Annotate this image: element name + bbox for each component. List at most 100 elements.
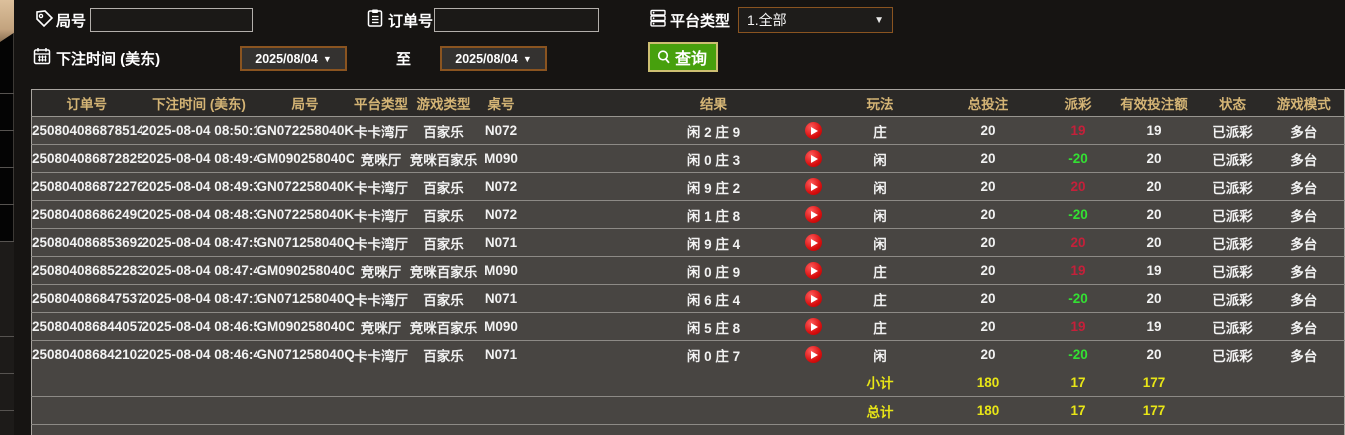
grand-total-label: 总计: [833, 396, 927, 425]
cell-game-type: 百家乐: [408, 340, 479, 369]
clipboard-icon: [365, 8, 385, 28]
cell-status: 已派彩: [1201, 144, 1264, 173]
cell-game-type: 竞咪百家乐: [408, 312, 479, 341]
cell-order-no: 250804086878514: [31, 116, 142, 145]
cell-bet-time: 2025-08-04 08:46:54: [141, 312, 257, 341]
empty-filler-row: [31, 424, 1345, 435]
to-label: 至: [396, 51, 412, 68]
cell-order-no: 250804086872825: [31, 144, 142, 173]
cell-replay: [793, 116, 834, 145]
play-video-icon[interactable]: [805, 290, 822, 307]
cell-spacer: [523, 172, 634, 201]
cell-game-no: GN071258040QD: [256, 228, 354, 257]
cell-bet-time: 2025-08-04 08:48:39: [141, 200, 257, 229]
platform-type-select[interactable]: 1.全部 ▼: [738, 7, 893, 33]
cell-order-no: 250804086842102: [31, 340, 142, 369]
cell-payout: -20: [1049, 144, 1107, 173]
search-icon: [656, 49, 672, 65]
panel-divider: [0, 410, 14, 411]
cell-platform: 卡卡湾厅: [353, 200, 409, 229]
cell-result: 闲 9 庄 2: [633, 172, 794, 201]
cell-status: 已派彩: [1201, 340, 1264, 369]
cell-payout: -20: [1049, 340, 1107, 369]
cell-play-type: 庄: [833, 312, 927, 341]
grand-total-payout: 17: [1049, 396, 1107, 425]
cell-game-type: 百家乐: [408, 116, 479, 145]
bet-records-table: 订单号 下注时间 (美东) 局号 平台类型 游戏类型 桌号 结果 玩法 总投注 …: [31, 89, 1345, 435]
cell-game-no: GN072258040K5: [256, 116, 354, 145]
cell-platform: 竞咪厅: [353, 256, 409, 285]
play-video-icon[interactable]: [805, 262, 822, 279]
cell-replay: [793, 340, 834, 369]
order-no-label: 订单号: [388, 13, 434, 30]
game-no-input[interactable]: [90, 8, 253, 32]
cell-game-no: GN072258040K4: [256, 172, 354, 201]
cell-platform: 竞咪厅: [353, 144, 409, 173]
cell-status: 已派彩: [1201, 284, 1264, 313]
col-platform: 平台类型: [353, 89, 409, 117]
cell-valid-bet: 19: [1106, 116, 1202, 145]
play-video-icon[interactable]: [805, 318, 822, 335]
cell-play-type: 闲: [833, 172, 927, 201]
cell-game-type: 百家乐: [408, 284, 479, 313]
grand-total-valid-bet: 177: [1106, 396, 1202, 425]
play-video-icon[interactable]: [805, 346, 822, 364]
cell-table-no: N071: [478, 284, 524, 313]
cell-order-no: 250804086853692: [31, 228, 142, 257]
cell-payout: 19: [1049, 312, 1107, 341]
cell-game-mode: 多台: [1263, 312, 1345, 341]
query-button[interactable]: 查询: [648, 42, 719, 72]
cell-table-no: N072: [478, 200, 524, 229]
col-payout: 派彩: [1049, 89, 1107, 117]
col-table-no: 桌号: [478, 89, 524, 117]
cell-replay: [793, 256, 834, 285]
cell-table-no: N072: [478, 116, 524, 145]
cell-game-mode: 多台: [1263, 116, 1345, 145]
panel-divider: [0, 336, 14, 337]
cell-payout: 19: [1049, 256, 1107, 285]
cell-game-no: GN071258040QB: [256, 340, 354, 369]
cell-total-bet: 20: [926, 312, 1050, 341]
cell-table-no: M090: [478, 144, 524, 173]
cell-result: 闲 6 庄 4: [633, 284, 794, 313]
order-no-input[interactable]: [434, 8, 599, 32]
panel-divider: [0, 130, 14, 131]
cell-game-mode: 多台: [1263, 340, 1345, 369]
cell-spacer: [523, 284, 634, 313]
cell-game-mode: 多台: [1263, 172, 1345, 201]
table-row: 250804086878514 2025-08-04 08:50:15 GN07…: [31, 116, 1345, 145]
panel-divider: [0, 373, 14, 374]
play-video-icon[interactable]: [805, 206, 822, 223]
play-video-icon[interactable]: [805, 122, 822, 139]
play-video-icon[interactable]: [805, 178, 822, 195]
cell-result: 闲 0 庄 9: [633, 256, 794, 285]
play-video-icon[interactable]: [805, 234, 822, 251]
bet-time-label: 下注时间 (美东): [56, 51, 161, 68]
cell-platform: 卡卡湾厅: [353, 340, 409, 369]
col-total-bet: 总投注: [926, 89, 1050, 117]
date-to-picker[interactable]: 2025/08/04 ▼: [440, 46, 547, 71]
cell-valid-bet: 20: [1106, 284, 1202, 313]
cell-replay: [793, 284, 834, 313]
background-panel-edge: [0, 0, 14, 435]
cell-game-mode: 多台: [1263, 228, 1345, 257]
cell-order-no: 250804086847537: [31, 284, 142, 313]
cell-bet-time: 2025-08-04 08:46:42: [141, 340, 257, 369]
play-video-icon[interactable]: [805, 150, 822, 167]
cell-bet-time: 2025-08-04 08:47:50: [141, 228, 257, 257]
cell-table-no: M090: [478, 256, 524, 285]
date-from-picker[interactable]: 2025/08/04 ▼: [240, 46, 347, 71]
subtotal-label: 小计: [833, 368, 927, 397]
cell-result: 闲 0 庄 3: [633, 144, 794, 173]
cell-bet-time: 2025-08-04 08:49:40: [141, 144, 257, 173]
panel-divider: [0, 241, 14, 242]
col-replay: [793, 89, 834, 117]
cell-spacer: [523, 256, 634, 285]
cell-bet-time: 2025-08-04 08:49:36: [141, 172, 257, 201]
cell-game-no: GN071258040QC: [256, 284, 354, 313]
cell-replay: [793, 144, 834, 173]
cell-play-type: 庄: [833, 256, 927, 285]
cell-platform: 竞咪厅: [353, 312, 409, 341]
table-totals: 小计 180 17 177 总计 180 17 177: [31, 368, 1345, 435]
query-button-label: 查询: [675, 51, 708, 68]
